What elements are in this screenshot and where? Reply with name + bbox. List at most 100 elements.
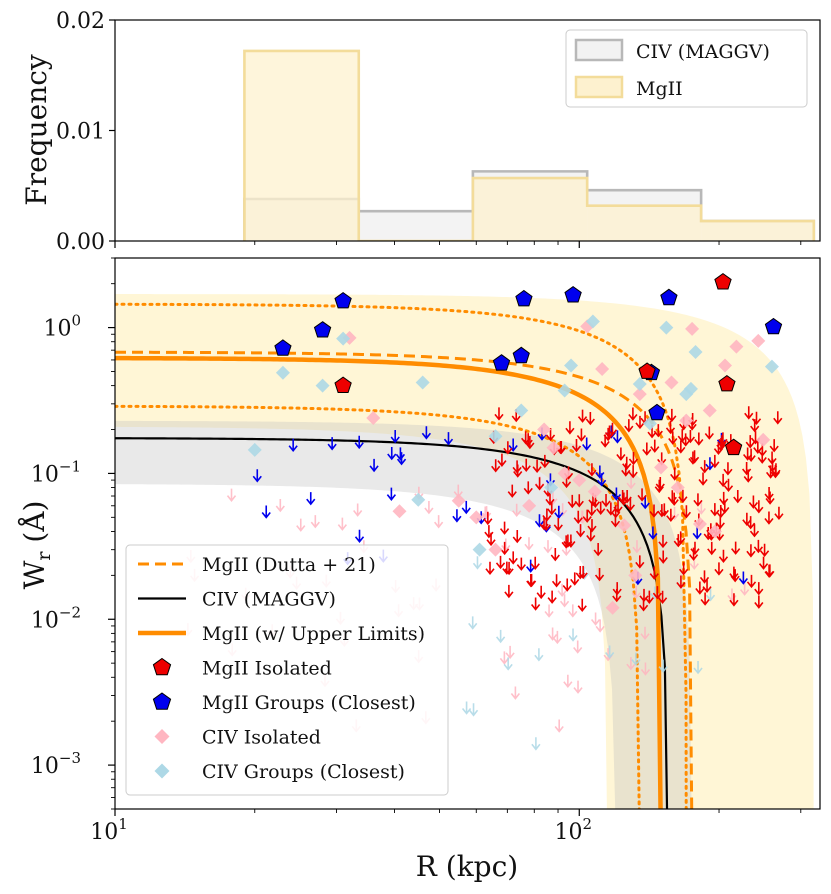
mgii-isolated-upper-limit [610,514,621,528]
y-label-subscript: r [33,551,55,561]
mgii-isolated-upper-limit [484,525,494,539]
histogram-y-tick-label: 0.00 [56,230,105,255]
hist-bar-mgii-3 [587,205,702,241]
mgii-isolated-point [334,376,352,393]
legend-label-civ-maggv: CIV (MAGGV) [636,41,770,63]
mgii-isolated-upper-limit [561,535,571,549]
civ-groups-upper-limit [605,645,615,659]
mgii-isolated-upper-limit [523,481,533,495]
mgii-isolated-upper-limit [574,494,584,508]
scatter-legend-box [125,544,449,796]
mgii-isolated-upper-limit [723,462,733,476]
mgii-dotted-lower-curve [115,404,641,809]
civ-groups-upper-limit [534,648,544,662]
mgii-isolated-upper-limit [649,504,659,518]
mgii-isolated-upper-limit [658,550,668,564]
mgii-isolated-upper-limit [676,440,686,454]
mgii-isolated-upper-limit [743,447,753,461]
mgii-groups-point [313,321,332,338]
mgii-isolated-upper-limit [746,574,757,589]
histogram-x-ticks [114,241,802,248]
mgii-groups-point [512,346,530,364]
mgii-isolated-upper-limit [586,528,596,542]
mgii-isolated-upper-limit [649,566,659,580]
mgii-isolated-upper-limit [635,555,645,569]
scatter-x-tick-label: 101 [90,815,128,845]
mgii-isolated-upper-limit [536,585,546,600]
scatter-y-tick-label: 100 [43,312,81,342]
scatter-x-tick-exponent: 2 [582,815,592,833]
civ-isolated-upper-limit [554,719,564,733]
mgii-isolated-upper-limit [669,492,679,506]
scatter-y-tick-exponent: −1 [59,457,81,475]
mgii-isolated-upper-limit [504,584,514,599]
mgii-isolated-upper-limit [585,412,595,426]
civ-isolated-upper-limit [573,640,583,654]
mgii-isolated-upper-limit [500,541,510,556]
civ-isolated-point [654,460,669,475]
mgii-isolated-upper-limit [512,529,522,544]
civ-groups-point [514,403,529,418]
mgii-isolated-upper-limit [565,421,575,435]
civ-groups-point [585,314,600,329]
mgii-isolated-upper-limit [769,439,779,453]
mgii-isolated-upper-limit [553,517,563,532]
mgii-isolated-upper-limit [670,467,680,481]
mgii-isolated-upper-limit [704,426,714,440]
mgii-isolated-upper-limit [485,561,495,575]
civ-isolated-point [702,403,717,418]
civ-groups-upper-limit [658,659,668,673]
mgii-isolated-upper-limit [508,551,518,565]
mgii-isolated-upper-limit [695,581,705,595]
mgii-isolated-upper-limit [694,432,704,446]
mgii-isolated-upper-limit [534,477,545,491]
mgii-isolated-upper-limit [624,419,634,433]
mgii-groups-upper-limit [395,447,406,461]
civ-groups-point [688,345,703,360]
mgii-isolated-upper-limit [690,541,700,556]
civ-groups-point [488,429,503,444]
mgii-isolated-upper-limit [567,494,577,509]
mgii-isolated-upper-limit [702,579,712,593]
mgii-isolated-upper-limit [625,497,636,512]
civ-isolated-point [756,432,771,447]
mgii-isolated-upper-limit [622,456,632,471]
mgii-isolated-upper-limit [516,557,526,571]
mgii-groups-upper-limit [526,559,536,573]
mgii-isolated-upper-limit [659,503,669,517]
civ-groups-point [679,387,694,402]
civ-groups-upper-limit [693,660,703,675]
civ-groups-upper-limit [705,588,716,602]
civ-isolated-upper-limit [310,515,320,529]
civ-isolated-upper-limit [631,585,641,600]
legend-mgii-dutta-21-label: MgII (Dutta + 21) [202,554,376,576]
civ-groups-point [544,480,559,495]
legend-swatch-civ-maggv [574,38,624,62]
scatter-y-tick-label: 10−1 [31,457,81,487]
civ-groups-upper-limit [472,556,483,570]
civ-isolated-upper-limit [559,594,570,608]
mgii-isolated-upper-limit [753,440,763,454]
mgii-isolated-upper-limit [723,478,734,492]
histogram-y-axis-label: Frequency [20,54,53,206]
mgii-isolated-upper-limit [666,508,676,522]
civ-isolated-upper-limit [632,540,642,554]
mgii-groups-point [515,289,533,307]
hist-bar-civ-1 [358,211,473,241]
civ-groups-upper-limit-group [461,556,716,751]
civ-isolated-point [392,504,407,519]
legend-mgii-groups-closest-swatch [152,692,172,710]
mgii-groups-upper-limit [452,509,462,523]
civ-isolated-upper-limit [626,476,636,490]
mgii-isolated-upper-limit [495,555,506,570]
mgii-isolated-upper-limit [644,590,654,604]
mgii-isolated-upper-limit [573,510,583,524]
civ-isolated-upper-limit [337,517,348,531]
mgii-isolated-upper-limit [628,407,638,421]
mgii-isolated-upper-limit [667,408,677,423]
legend-civ-maggv-label: CIV (MAGGV) [202,589,336,611]
mgii-isolated-upper-limit [556,441,566,455]
mgii-isolated-upper-limit [688,547,699,561]
civ-groups-upper-limit [568,628,578,642]
